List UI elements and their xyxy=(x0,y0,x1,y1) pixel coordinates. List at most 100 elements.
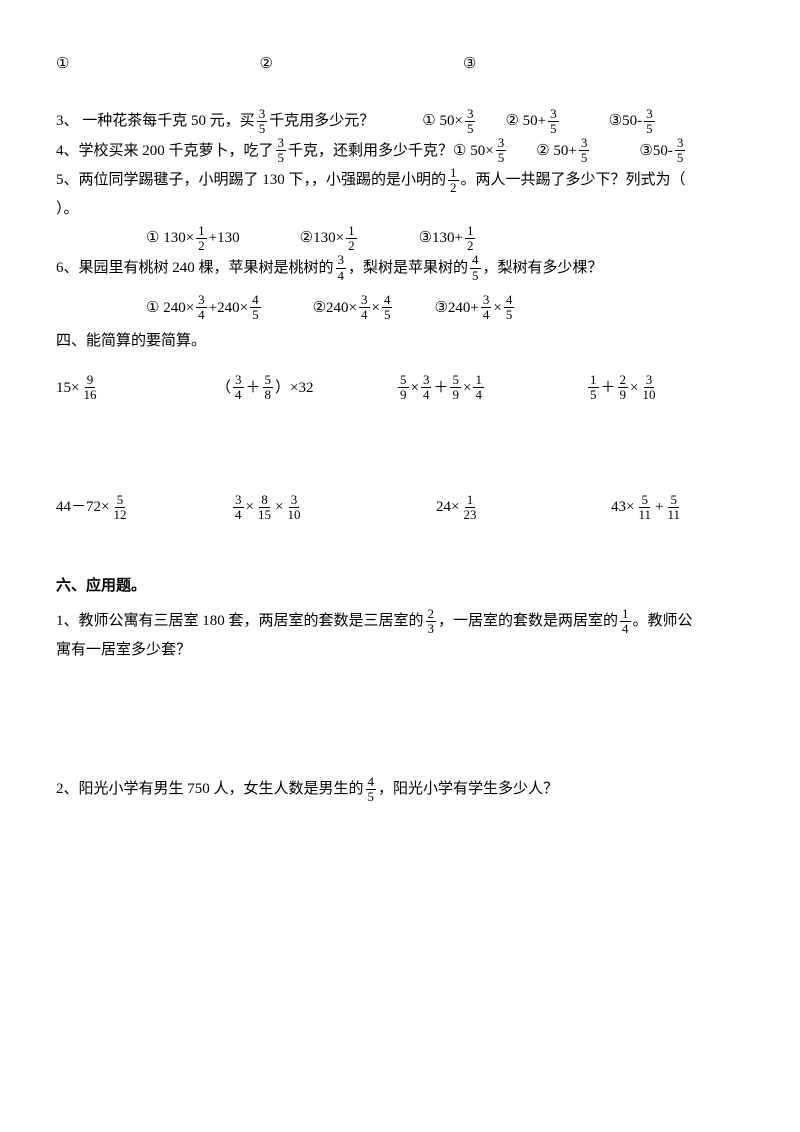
fraction-3-4: 34 xyxy=(336,253,347,283)
options-header: ① ② ③ xyxy=(56,50,744,79)
section-6-title: 六、应用题。 xyxy=(56,572,744,601)
question-6-options: ① 240× 34 +240× 45 ②240× 34 × 45 ③240+ 3… xyxy=(146,293,744,323)
fraction-3-4: 34 xyxy=(421,373,432,403)
fraction-3-5: 35 xyxy=(579,136,590,166)
e6b: × xyxy=(275,493,283,522)
fraction-8-15: 815 xyxy=(256,493,273,523)
question-4: 4、学校买来 200 千克萝卜，吃了 35 千克，还剩用多少千克？ ① 50× … xyxy=(56,136,744,166)
marker-1: ① xyxy=(56,50,69,79)
q5-tail: 。两人一共踢了多少下？列式为（ xyxy=(461,166,686,195)
p1d: 寓有一居室多少套？ xyxy=(56,636,744,665)
fraction-1-2: 12 xyxy=(448,166,459,196)
e8b: + xyxy=(655,493,663,522)
q5-opt3a: ③130+ xyxy=(419,224,463,253)
q6-opt3b: × xyxy=(493,294,501,323)
q6-opt2b: × xyxy=(372,294,380,323)
fraction-3-10: 310 xyxy=(285,493,302,523)
fraction-5-8: 58 xyxy=(263,373,274,403)
fraction-1-4: 14 xyxy=(620,607,631,637)
e1a: 15× xyxy=(56,374,79,403)
fraction-5-12: 512 xyxy=(111,493,128,523)
q3-opt3: ③50- xyxy=(609,107,642,136)
e2c: ）×32 xyxy=(275,374,313,403)
fraction-3-5: 35 xyxy=(276,136,287,166)
fraction-5-11: 511 xyxy=(665,493,682,523)
word-problem-1: 1、教师公寓有三居室 180 套，两居室的套数是三居室的 23 ，一居室的套数是… xyxy=(56,607,744,637)
fraction-5-9: 59 xyxy=(450,373,461,403)
q4-opt1: ① 50× xyxy=(453,137,494,166)
fraction-3-5: 35 xyxy=(548,107,559,137)
question-5-options: ① 130× 12 +130 ②130× 12 ③130+ 12 xyxy=(146,224,744,254)
word-problem-2: 2、阳光小学有男生 750 人，女生人数是男生的 45 ，阳光小学有学生多少人？ xyxy=(56,775,744,805)
q5-lead: 5、两位同学踢毽子，小明踢了 130 下，，小强踢的是小明的 xyxy=(56,166,446,195)
fraction-4-5: 45 xyxy=(366,775,377,805)
q6-opt2a: ②240× xyxy=(313,294,357,323)
e4b: × xyxy=(630,374,638,403)
fraction-5-11: 511 xyxy=(636,493,653,523)
q4-mid: 千克，还剩用多少千克？ xyxy=(288,137,453,166)
fraction-3-4: 34 xyxy=(481,293,492,323)
q5-opt2a: ②130× xyxy=(300,224,344,253)
p1c: 。教师公 xyxy=(633,607,693,636)
e3a: × xyxy=(411,374,419,403)
p1b: ，一居室的套数是两居室的 xyxy=(438,607,618,636)
q4-opt3: ③50- xyxy=(639,137,672,166)
fraction-3-4: 34 xyxy=(233,493,244,523)
q4-lead: 4、学校买来 200 千克萝卜，吃了 xyxy=(56,137,274,166)
fraction-9-16: 916 xyxy=(81,373,98,403)
q6-tail: ，梨树有多少棵？ xyxy=(483,254,603,283)
e4a: ＋ xyxy=(601,374,616,403)
e7a: 24× xyxy=(436,493,459,522)
section-4-title: 四、能简算的要简算。 xyxy=(56,327,744,356)
fraction-3-4: 34 xyxy=(233,373,244,403)
fraction-3-5: 35 xyxy=(675,136,686,166)
marker-2: ② xyxy=(259,50,272,79)
e5a: 44－72× xyxy=(56,493,109,522)
fraction-1-23: 123 xyxy=(461,493,478,523)
q3-opt2: ② 50+ xyxy=(505,107,546,136)
marker-3: ③ xyxy=(463,50,476,79)
fraction-1-2: 12 xyxy=(346,224,357,254)
fraction-1-4: 14 xyxy=(473,373,484,403)
q3-lead: 3、 一种花茶每千克 50 元，买 xyxy=(56,107,255,136)
p2b: ，阳光小学有学生多少人？ xyxy=(378,775,558,804)
fraction-3-4: 34 xyxy=(196,293,207,323)
p1a: 1、教师公寓有三居室 180 套，两居室的套数是三居室的 xyxy=(56,607,424,636)
q6-opt3a: ③240+ xyxy=(434,294,478,323)
fraction-3-5: 35 xyxy=(644,107,655,137)
fraction-3-4: 34 xyxy=(359,293,370,323)
q6-lead: 6、果园里有桃树 240 棵，苹果树是桃树的 xyxy=(56,254,334,283)
p2a: 2、阳光小学有男生 750 人，女生人数是男生的 xyxy=(56,775,364,804)
e6a: × xyxy=(246,493,254,522)
q6-opt1b: +240× xyxy=(209,294,248,323)
e2a: （ xyxy=(216,374,231,403)
fraction-2-9: 29 xyxy=(618,373,629,403)
e2b: ＋ xyxy=(246,374,261,403)
calc-row-1: 15× 916 （ 34 ＋ 58 ）×32 59 × 34 ＋ 59 × 14… xyxy=(56,373,744,403)
fraction-1-5: 15 xyxy=(588,373,599,403)
fraction-1-2: 12 xyxy=(196,224,207,254)
fraction-5-9: 59 xyxy=(398,373,409,403)
fraction-4-5: 45 xyxy=(382,293,393,323)
fraction-3-5: 35 xyxy=(257,107,268,137)
fraction-4-5: 45 xyxy=(250,293,261,323)
calc-row-2: 44－72× 512 34 × 815 × 310 24× 123 43× 51… xyxy=(56,493,744,523)
q6-opt1a: ① 240× xyxy=(146,294,194,323)
e3b: ＋ xyxy=(433,374,448,403)
fraction-2-3: 23 xyxy=(426,607,437,637)
q4-opt2: ② 50+ xyxy=(536,137,577,166)
fraction-3-10: 310 xyxy=(640,373,657,403)
fraction-4-5: 45 xyxy=(470,253,481,283)
fraction-3-5: 35 xyxy=(465,107,476,137)
q3-mid: 千克用多少元？ xyxy=(269,107,374,136)
q5-opt1a: ① 130× xyxy=(146,224,194,253)
e3c: × xyxy=(463,374,471,403)
question-5: 5、两位同学踢毽子，小明踢了 130 下，，小强踢的是小明的 12 。两人一共踢… xyxy=(56,166,744,196)
question-6: 6、果园里有桃树 240 棵，苹果树是桃树的 34 ，梨树是苹果树的 45 ，梨… xyxy=(56,253,744,283)
q6-mid: ，梨树是苹果树的 xyxy=(348,254,468,283)
q5-close: ）。 xyxy=(56,195,744,224)
q3-opt1: ① 50× xyxy=(422,107,463,136)
question-3: 3、 一种花茶每千克 50 元，买 35 千克用多少元？ ① 50× 35 ② … xyxy=(56,107,744,137)
q5-opt1b: +130 xyxy=(209,224,240,253)
e8a: 43× xyxy=(611,493,634,522)
